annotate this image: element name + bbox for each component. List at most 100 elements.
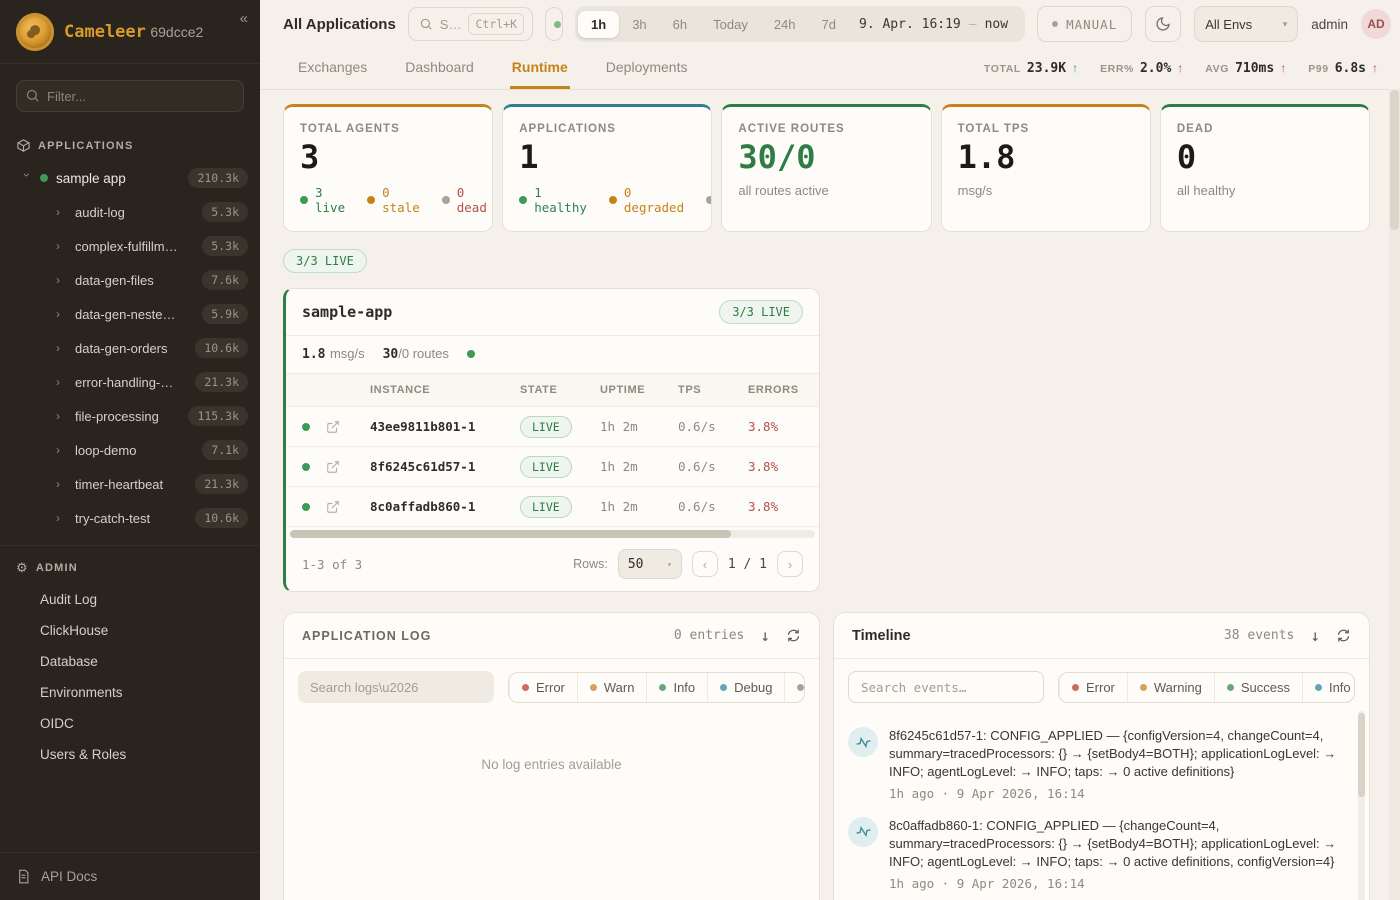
count-badge: 7.6k — [202, 270, 248, 290]
col-tps: TPS — [678, 384, 702, 396]
level-dot — [522, 683, 529, 691]
log-search-input[interactable] — [298, 671, 494, 703]
timeline-scrollbar[interactable] — [1358, 711, 1365, 900]
tab-deployments[interactable]: Deployments — [605, 59, 688, 75]
sidebar-route-item[interactable]: › timer-heartbeat 21.3k — [0, 467, 260, 501]
rows-per-page-select[interactable]: 50 ▾ — [617, 549, 682, 579]
sidebar-admin-item[interactable]: Database — [40, 654, 98, 669]
admin-section: ⚙ ADMIN Audit Log ClickHouse Database En… — [0, 545, 260, 774]
sidebar-route-item[interactable]: › data-gen-neste… 5.9k — [0, 297, 260, 331]
sidebar-route-item[interactable]: › audit-log 5.3k — [0, 195, 260, 229]
avatar[interactable]: AD — [1361, 9, 1391, 39]
sidebar-route-item[interactable]: › file-processing 115.3k — [0, 399, 260, 433]
topbar-right-group: MANUAL All Envs ▾ admin AD — [1037, 6, 1391, 42]
sidebar-route-item[interactable]: › loop-demo 7.1k — [0, 433, 260, 467]
range-today[interactable]: Today — [713, 16, 748, 32]
api-docs-link[interactable]: API Docs — [0, 852, 260, 900]
env-select[interactable]: All Envs ▾ — [1194, 6, 1299, 42]
table-row[interactable]: 8c0affadb860-1 LIVE 1h 2m 0.6/s 3.8% 2 — [286, 487, 819, 527]
status-dot — [40, 174, 48, 182]
scrollbar-thumb[interactable] — [1390, 90, 1399, 230]
sidebar: Cameleer 69dcce2 « APPLICATIONS › sample… — [0, 0, 260, 900]
chevron-right-icon: › — [56, 409, 60, 423]
refresh-icon[interactable] — [786, 628, 801, 643]
log-level-filter-button[interactable]: Warn — [576, 672, 647, 702]
live-summary-badge[interactable]: 3/3 LIVE — [283, 249, 367, 273]
sidebar-filter — [16, 80, 244, 112]
prev-page-button[interactable]: ‹ — [691, 551, 718, 577]
table-pagination: 1-3 of 3 Rows: 50 ▾ ‹ 1 / 1 › — [286, 541, 819, 591]
app-name[interactable]: sample-app — [302, 303, 393, 321]
instance-id[interactable]: 8c0affadb860-1 — [370, 499, 476, 514]
row-range-text: 1-3 of 3 — [302, 556, 363, 572]
sidebar-admin-item[interactable]: Users & Roles — [40, 747, 127, 762]
search-icon — [420, 18, 432, 30]
app-version: 69dcce2 — [150, 23, 204, 40]
tab-exchanges[interactable]: Exchanges — [298, 59, 368, 75]
sidebar-admin-item[interactable]: Environments — [40, 685, 123, 700]
horizontal-scrollbar[interactable] — [290, 530, 815, 538]
level-label: Warn — [603, 679, 635, 695]
external-link-icon[interactable] — [326, 460, 370, 474]
sidebar-item-sample-app[interactable]: › sample app 210.3k — [0, 161, 260, 195]
scrollbar-thumb[interactable] — [290, 530, 731, 538]
sidebar-admin-item[interactable]: OIDC — [40, 716, 74, 731]
custom-date-range[interactable]: 9. Apr. 16:19 — now — [849, 17, 1022, 32]
sidebar-collapse-icon[interactable]: « — [239, 10, 248, 27]
metric-label: P99 — [1308, 63, 1329, 75]
timeline-filter-button[interactable]: Error — [1059, 672, 1127, 702]
tab-bar: Exchanges Dashboard Runtime Deployments … — [260, 48, 1400, 90]
admin-section-header: ⚙ ADMIN — [0, 546, 260, 584]
sidebar-filter-input[interactable] — [16, 80, 244, 112]
range-1h[interactable]: 1h — [578, 10, 620, 38]
log-level-filter-button[interactable]: Error — [509, 672, 577, 702]
sidebar-route-item[interactable]: › error-handling-… 21.3k — [0, 365, 260, 399]
range-7d[interactable]: 7d — [821, 16, 836, 32]
tab-runtime[interactable]: Runtime — [509, 48, 570, 89]
sidebar-admin-item[interactable]: Audit Log — [40, 592, 98, 607]
col-uptime: UPTIME — [600, 384, 646, 396]
sidebar-route-item[interactable]: › data-gen-files 7.6k — [0, 263, 260, 297]
range-3h[interactable]: 3h — [632, 16, 647, 32]
next-page-button[interactable]: › — [777, 551, 803, 577]
sidebar-route-item[interactable]: › complex-fulfillm… 5.3k — [0, 229, 260, 263]
external-link-icon[interactable] — [326, 420, 370, 434]
online-status-pill[interactable]: O — [545, 7, 564, 41]
sidebar-route-item[interactable]: › try-catch-test 10.6k — [0, 501, 260, 535]
timeline-filter-button[interactable]: Warning — [1126, 672, 1214, 702]
timeline-event[interactable]: 8f6245c61d57-1: CONFIG_APPLIED — {config… — [848, 727, 1351, 801]
log-level-filter-button[interactable]: Debug — [707, 672, 784, 702]
table-row[interactable]: 8f6245c61d57-1 LIVE 1h 2m 0.6/s 3.8% 2 — [286, 447, 819, 487]
log-level-filter-button[interactable]: Info — [646, 672, 707, 702]
substat-stale: 0 stale — [367, 185, 420, 215]
manual-refresh-button[interactable]: MANUAL — [1037, 6, 1133, 42]
substat-live: 3 live — [300, 185, 345, 215]
page-scrollbar[interactable] — [1389, 89, 1400, 900]
dark-mode-toggle[interactable] — [1145, 6, 1182, 42]
timeline-filter-button[interactable]: Success — [1213, 672, 1302, 702]
chevron-right-icon: › — [56, 273, 60, 287]
timeline-event[interactable]: 8c0affadb860-1: CONFIG_APPLIED — {change… — [848, 816, 1351, 891]
instance-id[interactable]: 43ee9811b801-1 — [370, 419, 476, 434]
external-link-icon[interactable] — [326, 500, 370, 514]
global-search[interactable]: S… Ctrl+K — [407, 7, 534, 41]
header-metrics: TOTAL 23.9K ↑ ERR% 2.0% ↑ AVG 710ms ↑ — [984, 61, 1378, 76]
scrollbar-thumb[interactable] — [1358, 713, 1365, 797]
tab-dashboard[interactable]: Dashboard — [405, 59, 474, 75]
range-6h[interactable]: 6h — [672, 16, 688, 32]
sidebar-route-item[interactable]: › data-gen-orders 10.6k — [0, 331, 260, 365]
download-icon[interactable]: ↓ — [760, 626, 770, 645]
instance-id[interactable]: 8f6245c61d57-1 — [370, 459, 476, 474]
metric-value: 2.0% — [1139, 61, 1172, 76]
timeline-filter-button[interactable]: Info — [1301, 672, 1354, 702]
range-24h[interactable]: 24h — [773, 16, 796, 32]
level-label: Error — [1086, 679, 1115, 695]
table-row[interactable]: 43ee9811b801-1 LIVE 1h 2m 0.6/s 3.8% 3 — [286, 407, 819, 447]
sidebar-admin-item[interactable]: ClickHouse — [40, 623, 109, 638]
log-level-filter-button[interactable]: Trace — [784, 672, 804, 702]
download-icon[interactable]: ↓ — [1310, 626, 1320, 645]
event-timestamp: 1h ago · 9 Apr 2026, 16:14 — [889, 875, 1085, 891]
timeline-search-input[interactable] — [848, 671, 1044, 703]
event-text: 8f6245c61d57-1: CONFIG_APPLIED — {config… — [889, 728, 1337, 779]
refresh-icon[interactable] — [1336, 628, 1351, 643]
